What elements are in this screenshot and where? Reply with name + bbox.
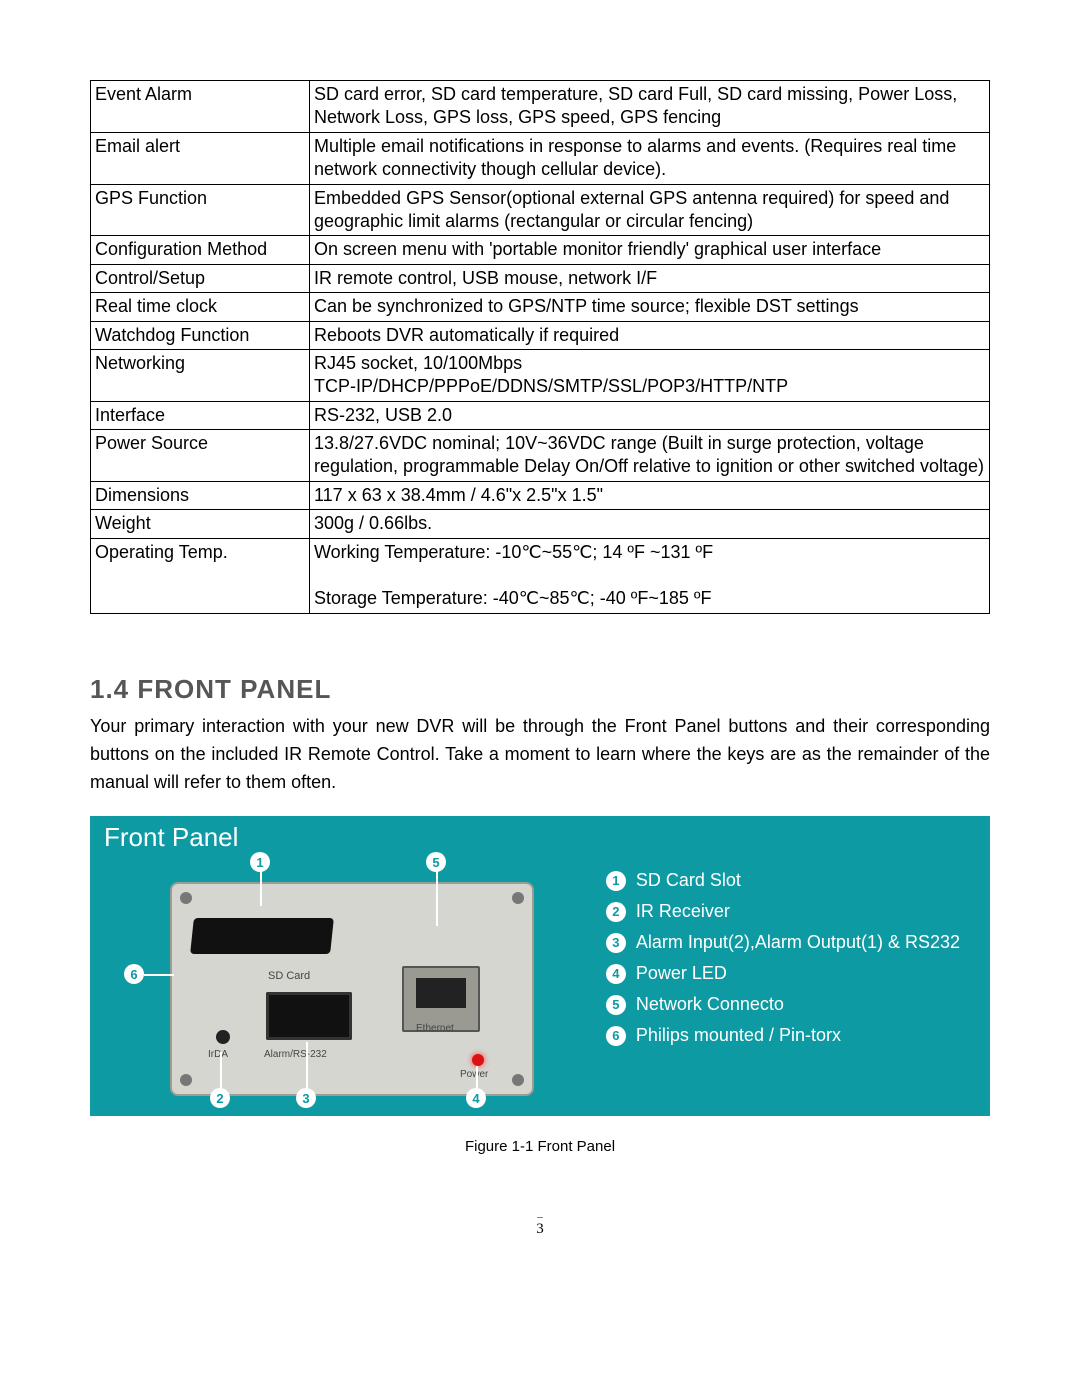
spec-label: Real time clock: [91, 293, 310, 321]
callout-line: [144, 974, 174, 976]
front-panel-figure: Front Panel SD Card IrDA Alarm/RS-232 Et…: [90, 816, 990, 1116]
table-row: Operating Temp.Working Temperature: -10℃…: [91, 538, 990, 613]
callout-bubble-4: 4: [466, 1088, 486, 1108]
legend-text: Network Connecto: [636, 994, 784, 1015]
power-led-icon: [472, 1054, 484, 1066]
legend-bubble: 1: [606, 871, 626, 891]
irda-label: IrDA: [208, 1049, 228, 1060]
callout-bubble-3: 3: [296, 1088, 316, 1108]
spec-value: Multiple email notifications in response…: [310, 132, 990, 184]
table-row: Email alertMultiple email notifications …: [91, 132, 990, 184]
spec-label: Configuration Method: [91, 236, 310, 264]
figure-legend: 1 SD Card Slot 2 IR Receiver 3 Alarm Input(2)…: [606, 870, 960, 1056]
legend-item: 6 Philips mounted / Pin-torx: [606, 1025, 960, 1046]
table-row: Configuration MethodOn screen menu with …: [91, 236, 990, 264]
legend-bubble: 2: [606, 902, 626, 922]
spec-value: IR remote control, USB mouse, network I/…: [310, 264, 990, 292]
legend-item: 4 Power LED: [606, 963, 960, 984]
spec-label: Email alert: [91, 132, 310, 184]
legend-bubble: 4: [606, 964, 626, 984]
table-row: Power Source13.8/27.6VDC nominal; 10V~36…: [91, 430, 990, 482]
legend-item: 1 SD Card Slot: [606, 870, 960, 891]
spec-value: Reboots DVR automatically if required: [310, 321, 990, 349]
table-row: Event AlarmSD card error, SD card temper…: [91, 81, 990, 133]
spec-value: RJ45 socket, 10/100Mbps TCP-IP/DHCP/PPPo…: [310, 349, 990, 401]
legend-text: SD Card Slot: [636, 870, 741, 891]
spec-label: Power Source: [91, 430, 310, 482]
spec-label: Weight: [91, 510, 310, 538]
ir-receiver-icon: [216, 1030, 230, 1044]
screw-icon: [180, 1074, 192, 1086]
callout-bubble-6: 6: [124, 964, 144, 984]
spec-label: Event Alarm: [91, 81, 310, 133]
spec-value: 13.8/27.6VDC nominal; 10V~36VDC range (B…: [310, 430, 990, 482]
spec-table: Event AlarmSD card error, SD card temper…: [90, 80, 990, 614]
spec-label: Control/Setup: [91, 264, 310, 292]
table-row: Watchdog FunctionReboots DVR automatical…: [91, 321, 990, 349]
spec-value: Embedded GPS Sensor(optional external GP…: [310, 184, 990, 236]
table-row: InterfaceRS-232, USB 2.0: [91, 401, 990, 429]
spec-table-body: Event AlarmSD card error, SD card temper…: [91, 81, 990, 614]
legend-item: 2 IR Receiver: [606, 901, 960, 922]
section-paragraph: Your primary interaction with your new D…: [90, 713, 990, 797]
spec-label: Networking: [91, 349, 310, 401]
spec-label: Watchdog Function: [91, 321, 310, 349]
callout-line: [436, 866, 438, 926]
section-heading: 1.4 Front Panel: [90, 674, 990, 705]
callout-bubble-1: 1: [250, 852, 270, 872]
spec-value: Working Temperature: -10℃~55℃; 14 ºF ~13…: [310, 538, 990, 613]
spec-value: On screen menu with 'portable monitor fr…: [310, 236, 990, 264]
table-row: Real time clockCan be synchronized to GP…: [91, 293, 990, 321]
page-number-value: 3: [536, 1221, 544, 1237]
table-row: NetworkingRJ45 socket, 10/100Mbps TCP-IP…: [91, 349, 990, 401]
ethernet-label: Ethernet: [416, 1023, 454, 1034]
sd-label: SD Card: [268, 970, 310, 982]
alarm-label: Alarm/RS-232: [264, 1049, 327, 1060]
legend-bubble: 5: [606, 995, 626, 1015]
power-label: Power: [460, 1069, 488, 1080]
legend-text: Power LED: [636, 963, 727, 984]
callout-bubble-2: 2: [210, 1088, 230, 1108]
legend-bubble: 3: [606, 933, 626, 953]
callout-line: [260, 866, 262, 906]
legend-item: 5 Network Connecto: [606, 994, 960, 1015]
alarm-connector-icon: [266, 992, 352, 1040]
spec-label: Operating Temp.: [91, 538, 310, 613]
figure-caption: Figure 1-1 Front Panel: [90, 1138, 990, 1155]
spec-label: GPS Function: [91, 184, 310, 236]
spec-value: Can be synchronized to GPS/NTP time sour…: [310, 293, 990, 321]
table-row: Control/SetupIR remote control, USB mous…: [91, 264, 990, 292]
figure-title: Front Panel: [104, 822, 238, 853]
callout-line: [306, 1042, 308, 1092]
page-number: – 3: [90, 1215, 990, 1238]
document-page: Event AlarmSD card error, SD card temper…: [0, 0, 1080, 1278]
legend-bubble: 6: [606, 1026, 626, 1046]
table-row: GPS FunctionEmbedded GPS Sensor(optional…: [91, 184, 990, 236]
spec-value: 117 x 63 x 38.4mm / 4.6"x 2.5"x 1.5": [310, 481, 990, 509]
legend-text: IR Receiver: [636, 901, 730, 922]
spec-value: RS-232, USB 2.0: [310, 401, 990, 429]
legend-text: Alarm Input(2),Alarm Output(1) & RS232: [636, 932, 960, 953]
spec-value: SD card error, SD card temperature, SD c…: [310, 81, 990, 133]
callout-line: [220, 1052, 222, 1092]
spec-label: Interface: [91, 401, 310, 429]
legend-item: 3 Alarm Input(2),Alarm Output(1) & RS232: [606, 932, 960, 953]
table-row: Weight300g / 0.66lbs.: [91, 510, 990, 538]
device-illustration: SD Card IrDA Alarm/RS-232 Ethernet Power: [170, 882, 534, 1096]
table-row: Dimensions117 x 63 x 38.4mm / 4.6"x 2.5"…: [91, 481, 990, 509]
legend-text: Philips mounted / Pin-torx: [636, 1025, 841, 1046]
screw-icon: [512, 1074, 524, 1086]
sd-card-slot-icon: [190, 918, 334, 954]
callout-bubble-5: 5: [426, 852, 446, 872]
spec-value: 300g / 0.66lbs.: [310, 510, 990, 538]
spec-label: Dimensions: [91, 481, 310, 509]
